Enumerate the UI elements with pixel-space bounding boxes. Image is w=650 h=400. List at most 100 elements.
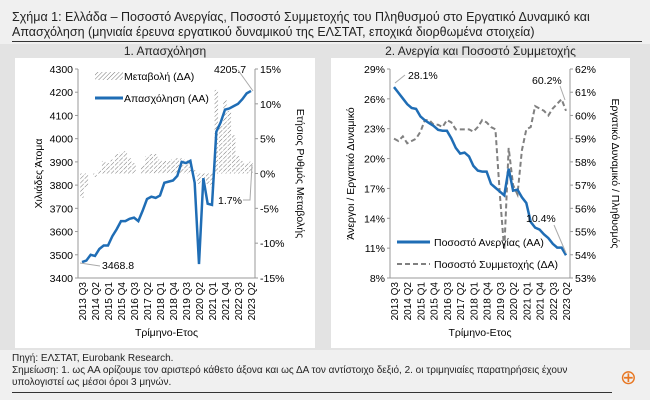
participation-line	[393, 97, 567, 251]
x-axis-title: Τρίμηνο-Ετος	[135, 327, 198, 339]
change-bar	[244, 163, 249, 174]
annotation-last-participation: 60.2%	[532, 75, 562, 87]
y-tick-label: 29%	[364, 64, 385, 76]
x-tick-label: 2015 Q4	[117, 282, 128, 321]
change-bar	[197, 173, 201, 184]
change-bar	[140, 165, 145, 174]
x-tick-label: 2015 Q4	[430, 282, 441, 321]
change-bar	[227, 110, 232, 174]
x-tick-label: 2016 Q3	[130, 282, 141, 321]
y-tick-label: 4300	[50, 64, 74, 76]
change-bar	[153, 153, 158, 174]
y-tick-label: 11%	[365, 243, 385, 255]
change-bar	[240, 160, 245, 174]
x-tick-label: 2022 Q3	[234, 282, 245, 321]
y-tick-label: 14%	[364, 213, 385, 225]
y-tick-label: 3500	[50, 250, 74, 262]
x-tick-label: 2022 Q3	[549, 282, 560, 321]
y-tick-label: 3700	[50, 203, 74, 215]
x-tick-label: 2015 Q1	[104, 282, 115, 321]
chart2-title: 2. Ανεργία και Ποσοστό Συμμετοχής	[385, 44, 576, 58]
y2-tick-label: 60%	[575, 110, 596, 122]
y-axis-title: Χιλιάδες Άτομα	[33, 139, 45, 209]
x-tick-label: 2018 Q4	[169, 282, 180, 321]
y2-tick-label: -15%	[260, 273, 285, 285]
change-bar	[101, 160, 106, 174]
change-bar	[80, 173, 84, 198]
y2-tick-label: 56%	[575, 203, 596, 215]
change-bar	[127, 158, 132, 174]
x-tick-label: 2013 Q3	[390, 282, 401, 321]
x-tick-label: 2021 Q1	[522, 282, 533, 321]
y-tick-label: 23%	[364, 124, 385, 136]
annotation-leader	[553, 224, 567, 254]
y-axis-title: Άνεργοι / Εργατικό Δυναμικό	[345, 107, 357, 240]
y2-tick-label: 55%	[575, 227, 596, 239]
x-tick-label: 2020 Q2	[509, 282, 520, 321]
change-bar	[123, 151, 128, 174]
magnifier-plus-icon[interactable]: ⊕	[620, 367, 637, 389]
annotation-last-unemployment: 10.4%	[526, 213, 556, 225]
x-tick-label: 2019 Q3	[182, 282, 193, 321]
y-tick-label: 4100	[50, 110, 74, 122]
y-tick-label: 26%	[364, 94, 385, 106]
y2-tick-label: 53%	[575, 273, 596, 285]
chart1-box	[15, 58, 315, 348]
legend-label-participation: Ποσοστό Συμμετοχής (ΔΑ)	[434, 259, 558, 271]
y2-tick-label: 54%	[575, 250, 596, 262]
y2-tick-label: -10%	[260, 238, 285, 250]
y2-axis-title: Εργατικό Δυναμικό / Πληθυσμός	[609, 99, 621, 249]
change-bar	[184, 159, 188, 174]
change-bar	[84, 173, 89, 188]
source-text: Πηγή: ΕΛΣΤΑΤ, Eurobank Research.	[12, 353, 174, 364]
change-bar	[210, 173, 214, 188]
change-bar	[188, 160, 193, 174]
y2-tick-label: 59%	[575, 134, 596, 146]
annotation-leader	[237, 69, 254, 92]
x-tick-label: 2021 Q1	[208, 282, 219, 321]
change-bar	[249, 161, 253, 174]
legend-label-unemployment: Ποσοστό Ανεργίας (ΑΑ)	[434, 237, 544, 249]
change-bar	[171, 159, 175, 174]
change-bar	[192, 170, 197, 174]
change-bar	[114, 153, 119, 174]
y2-tick-label: -5%	[260, 203, 279, 215]
figure-title: Σχήμα 1: Ελλάδα – Ποσοστό Ανεργίας, Ποσο…	[12, 10, 642, 42]
y-tick-label: 4200	[50, 87, 74, 99]
legend-label-employment: Απασχόληση (ΑΑ)	[124, 93, 209, 105]
annotation-first-value: 3468.8	[102, 260, 134, 272]
x-tick-label: 2017 Q2	[456, 282, 467, 321]
y-tick-label: 4000	[50, 134, 74, 146]
x-tick-label: 2017 Q2	[143, 282, 154, 321]
change-bar	[205, 173, 210, 184]
change-bar	[97, 170, 102, 174]
x-tick-label: 2013 Q3	[78, 282, 89, 321]
annotation-leader	[559, 85, 566, 101]
y2-tick-label: 0%	[260, 169, 275, 181]
x-tick-label: 2015 Q1	[416, 282, 427, 321]
x-tick-label: 2021 Q4	[221, 282, 232, 321]
x-tick-label: 2018 Q4	[483, 282, 494, 321]
y-tick-label: 20%	[364, 154, 385, 166]
x-tick-label: 2021 Q4	[536, 282, 547, 321]
annotation-leader	[394, 74, 406, 84]
y2-axis-title: Ετήσιος Ρυθμός Μεταβολής	[294, 109, 306, 238]
y2-tick-label: 10%	[260, 99, 281, 111]
change-bar	[223, 100, 227, 174]
x-tick-label: 2014 Q2	[91, 282, 102, 321]
y2-tick-label: 62%	[575, 64, 596, 76]
x-tick-label: 2019 Q3	[496, 282, 507, 321]
y-tick-label: 8%	[370, 273, 385, 285]
change-bar	[201, 173, 206, 181]
change-bar	[132, 163, 136, 174]
change-bar	[162, 160, 167, 174]
employment-line	[81, 89, 252, 265]
change-bar	[149, 153, 154, 174]
x-tick-label: 2016 Q3	[443, 282, 454, 321]
change-bar	[236, 156, 240, 174]
change-bar	[218, 124, 223, 174]
change-bar	[106, 163, 110, 174]
chart1-title: 1. Απασχόληση	[123, 44, 207, 58]
change-bar	[145, 156, 149, 174]
x-tick-label: 2020 Q2	[195, 282, 206, 321]
